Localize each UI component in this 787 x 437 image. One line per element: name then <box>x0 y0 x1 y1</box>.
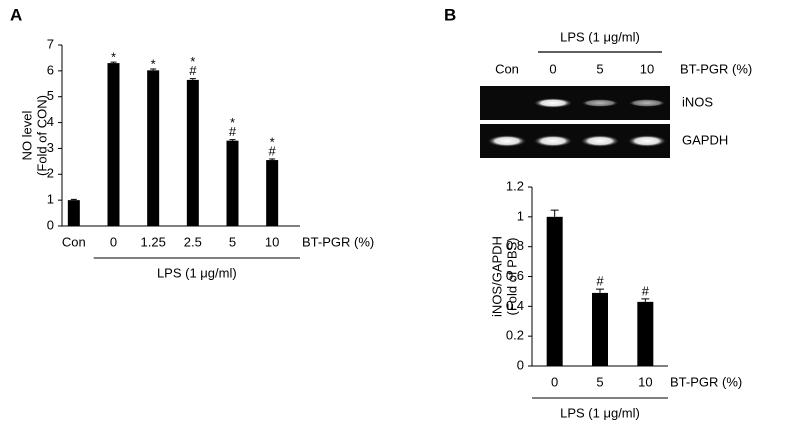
x-tick-label: 0 <box>551 374 558 389</box>
group-label: LPS (1 μg/ml) <box>560 405 640 420</box>
bar <box>107 63 120 226</box>
y-tick-label: 1.2 <box>506 178 524 193</box>
gel-band <box>627 135 667 147</box>
bar <box>266 160 279 226</box>
gel-row-label: iNOS <box>682 94 713 109</box>
y-axis-label: NO level <box>19 110 34 160</box>
y-tick-label: 0.2 <box>506 328 524 343</box>
bar <box>637 301 654 366</box>
gel-band <box>580 135 620 147</box>
y-axis-label: (Fold of CON) <box>34 95 49 176</box>
gel-condition: BT-PGR (%) <box>680 61 752 76</box>
y-tick-label: 0 <box>47 217 54 232</box>
y-tick-label: 5 <box>47 88 54 103</box>
lane-label: 10 <box>640 61 654 76</box>
lane-label: 0 <box>549 61 556 76</box>
lane-label: Con <box>495 61 519 76</box>
significance-marker: # <box>596 274 604 289</box>
error-bar <box>110 61 117 64</box>
y-tick-label: 6 <box>47 62 54 77</box>
x-tick-label: 1.25 <box>141 234 166 249</box>
significance-marker: * <box>230 115 235 130</box>
x-tick-label: Con <box>62 234 86 249</box>
y-tick-label: 0 <box>517 357 524 372</box>
gel-band <box>487 135 527 147</box>
y-axis-label: (Fold of PBS) <box>504 237 519 315</box>
y-tick-label: 2 <box>47 166 54 181</box>
x-axis-label: BT-PGR (%) <box>302 234 374 249</box>
significance-marker: * <box>151 56 156 71</box>
bar <box>147 70 160 226</box>
error-bar <box>269 158 276 161</box>
x-axis-label: BT-PGR (%) <box>670 374 742 389</box>
gel-band <box>628 99 666 107</box>
bar <box>67 200 80 226</box>
y-tick-label: 4 <box>47 114 54 129</box>
gel-band <box>533 98 573 108</box>
error-bar <box>189 78 196 80</box>
y-tick-label: 0.8 <box>506 238 524 253</box>
y-axis-label: iNOS/GAPDH <box>489 236 504 317</box>
panel-label: A <box>10 5 22 24</box>
gel-band <box>533 135 573 147</box>
group-label: LPS (1 μg/ml) <box>157 265 237 280</box>
bar <box>226 140 239 226</box>
bar <box>186 79 199 227</box>
gel-row-label: GAPDH <box>682 132 728 147</box>
y-tick-label: 1 <box>47 192 54 207</box>
error-bar <box>70 198 77 201</box>
error-bar <box>596 288 604 293</box>
x-tick-label: 0 <box>110 234 117 249</box>
y-tick-label: 0.6 <box>506 268 524 283</box>
x-tick-label: 5 <box>596 374 603 389</box>
significance-marker: # <box>642 283 650 298</box>
gel-band <box>581 99 619 107</box>
x-tick-label: 5 <box>229 234 236 249</box>
panel-label: B <box>444 5 456 24</box>
significance-marker: * <box>270 134 275 149</box>
gel-header: LPS (1 μg/ml) <box>560 29 640 44</box>
significance-marker: * <box>111 50 116 65</box>
bar <box>592 292 608 366</box>
y-tick-label: 7 <box>47 36 54 51</box>
error-bar <box>150 68 157 71</box>
error-bar <box>641 298 650 302</box>
significance-marker: # <box>269 143 277 158</box>
x-tick-label: 10 <box>265 234 279 249</box>
significance-marker: * <box>190 54 195 69</box>
y-tick-label: 3 <box>47 140 54 155</box>
x-tick-label: 10 <box>638 374 652 389</box>
x-tick-label: 2.5 <box>184 234 202 249</box>
error-bar <box>550 209 559 217</box>
error-bar <box>229 139 236 141</box>
lane-label: 5 <box>596 61 603 76</box>
significance-marker: # <box>189 63 197 78</box>
y-tick-label: 1 <box>517 208 524 223</box>
significance-marker: # <box>229 124 237 139</box>
y-tick-label: 0.4 <box>506 298 524 313</box>
bar <box>546 216 563 366</box>
